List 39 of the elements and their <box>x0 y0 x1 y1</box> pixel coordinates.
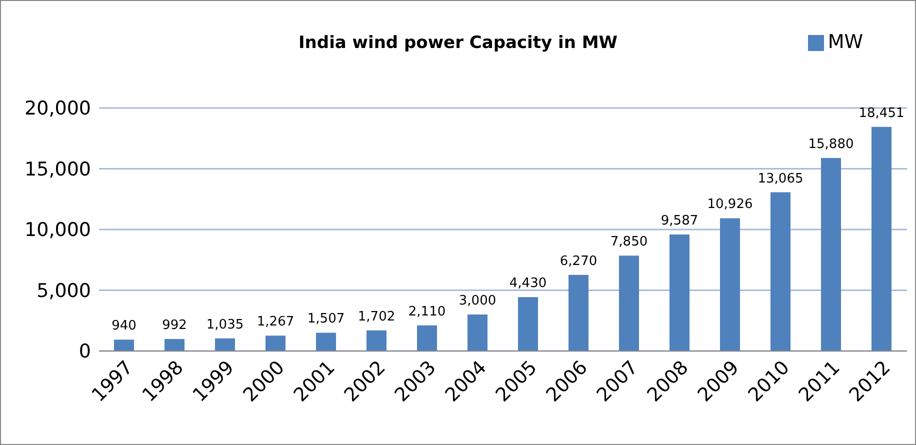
y-tick-label: 0 <box>78 340 91 363</box>
data-label: 4,430 <box>509 276 547 292</box>
bar <box>872 126 892 351</box>
bar <box>468 314 488 351</box>
bar <box>114 340 134 351</box>
data-label: 1,035 <box>206 317 244 332</box>
data-label: 9,587 <box>660 214 698 229</box>
bar <box>417 325 437 351</box>
data-label: 15,880 <box>808 137 854 152</box>
y-tick-label: 15,000 <box>24 158 91 180</box>
y-tick-label: 5,000 <box>36 280 91 302</box>
data-label: 1,267 <box>256 314 294 330</box>
data-label: 940 <box>112 318 136 334</box>
bar <box>518 297 538 351</box>
bar <box>770 192 790 351</box>
data-label: 1,702 <box>358 309 396 324</box>
data-label: 18,451 <box>858 106 904 121</box>
bar <box>266 336 286 351</box>
bar <box>215 338 235 351</box>
bar <box>670 234 690 351</box>
data-label: 6,270 <box>560 254 598 269</box>
bar <box>164 338 184 351</box>
data-label: 1,507 <box>307 312 345 327</box>
y-tick-label: 20,000 <box>24 98 91 120</box>
bar <box>619 256 639 351</box>
bar <box>366 330 386 351</box>
chart-title: India wind power Capacity in MW <box>298 33 618 53</box>
bar <box>821 158 841 351</box>
data-label: 10,926 <box>707 197 753 212</box>
data-label: 3,000 <box>458 294 496 309</box>
data-label: 2,110 <box>408 304 446 320</box>
data-label: 13,065 <box>758 171 804 186</box>
bar <box>720 218 740 351</box>
data-label: 992 <box>162 318 187 333</box>
data-label: 7,850 <box>610 234 648 250</box>
bar <box>568 274 588 351</box>
y-tick-label: 10,000 <box>24 219 91 242</box>
legend-label: MW <box>828 31 863 53</box>
bar <box>316 332 336 351</box>
